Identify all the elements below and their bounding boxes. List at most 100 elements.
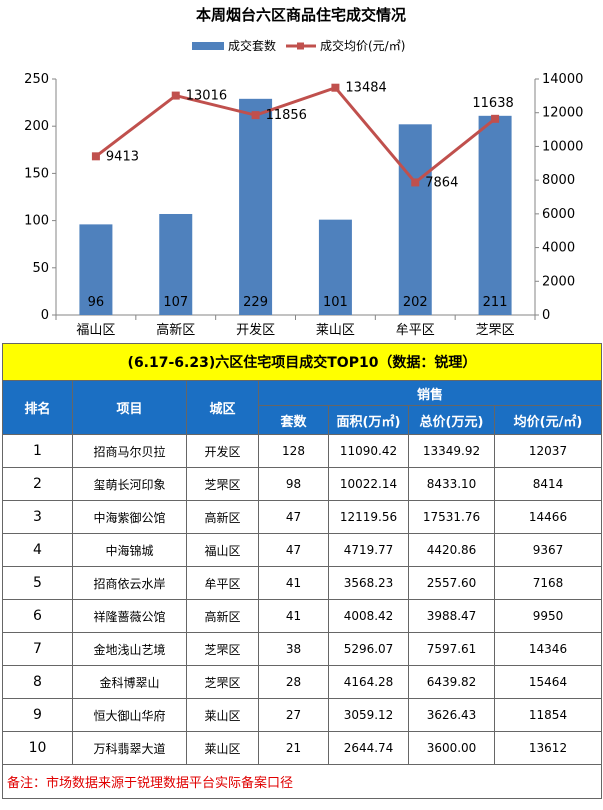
cell-area: 10022.14 xyxy=(328,467,409,501)
line-data-label: 13484 xyxy=(345,81,386,96)
cell-area: 5296.07 xyxy=(328,632,409,666)
cell-avg: 9367 xyxy=(494,533,602,567)
table-title: (6.17-6.23)六区住宅项目成交TOP10（数据：锐理） xyxy=(2,343,602,381)
cell-rank: 3 xyxy=(2,500,73,534)
cell-district: 芝罘区 xyxy=(186,665,259,699)
line-data-label: 11856 xyxy=(266,108,307,123)
cell-rank: 4 xyxy=(2,533,73,567)
cell-district: 芝罘区 xyxy=(186,467,259,501)
bar xyxy=(159,213,193,315)
cell-rank: 2 xyxy=(2,467,73,501)
table-row: 10 万科翡翠大道 莱山区 21 2644.74 3600.00 13612 xyxy=(2,731,602,765)
header-sales: 销售 xyxy=(258,380,602,406)
cell-units: 47 xyxy=(258,533,329,567)
bar-data-label: 107 xyxy=(163,295,188,310)
combo-chart: 本周烟台六区商品住宅成交情况 成交套数 成交均价(元/㎡) 0 50 100 150 2… xyxy=(24,6,583,338)
y2-tick-label: 6000 xyxy=(542,207,575,222)
cell-area: 4008.42 xyxy=(328,599,409,633)
cell-total: 3988.47 xyxy=(408,599,495,633)
avg-price-line xyxy=(95,85,497,185)
cell-area: 4719.77 xyxy=(328,533,409,567)
cell-avg: 11854 xyxy=(494,698,602,732)
cell-area: 4164.28 xyxy=(328,665,409,699)
chart-legend: 成交套数 成交均价(元/㎡) xyxy=(192,38,405,53)
table-row: 6 祥隆蔷薇公馆 高新区 41 4008.42 3988.47 9950 xyxy=(2,599,602,633)
bar-data-label: 211 xyxy=(483,295,508,310)
line-point xyxy=(91,152,100,161)
cell-area: 3568.23 xyxy=(328,566,409,600)
cell-project: 招商依云水岸 xyxy=(72,566,187,600)
cell-total: 3626.43 xyxy=(408,698,495,732)
cell-total: 2557.60 xyxy=(408,566,495,600)
table-row: 1 招商马尔贝拉 开发区 128 11090.42 13349.92 12037 xyxy=(2,434,602,468)
x-tick-label: 开发区 xyxy=(236,322,275,338)
cell-total: 7597.61 xyxy=(408,632,495,666)
chart-title: 本周烟台六区商品住宅成交情况 xyxy=(196,6,406,24)
cell-area: 11090.42 xyxy=(328,434,409,468)
bar xyxy=(79,224,113,315)
line-data-label: 13016 xyxy=(186,89,227,104)
cell-total: 4420.86 xyxy=(408,533,495,567)
cell-units: 98 xyxy=(258,467,329,501)
cell-avg: 8414 xyxy=(494,467,602,501)
cell-units: 21 xyxy=(258,731,329,765)
cell-avg: 15464 xyxy=(494,665,602,699)
x-tick-label: 福山区 xyxy=(76,323,115,338)
cell-rank: 7 xyxy=(2,632,73,666)
cell-avg: 14466 xyxy=(494,500,602,534)
cell-units: 47 xyxy=(258,500,329,534)
cell-district: 芝罘区 xyxy=(186,632,259,666)
cell-district: 福山区 xyxy=(186,533,259,567)
line-point xyxy=(491,114,500,123)
bar-data-label: 229 xyxy=(243,295,268,310)
cell-units: 128 xyxy=(258,434,329,468)
y-tick-label: 100 xyxy=(24,214,49,229)
cell-units: 41 xyxy=(258,599,329,633)
cell-project: 中海紫御公馆 xyxy=(72,500,187,534)
y-tick-label: 200 xyxy=(24,119,49,134)
cell-units: 41 xyxy=(258,566,329,600)
y2-tick-label: 0 xyxy=(542,308,550,323)
cell-rank: 1 xyxy=(2,434,73,468)
top10-table: (6.17-6.23)六区住宅项目成交TOP10（数据：锐理） 排名 项目 城区… xyxy=(2,343,602,799)
bar xyxy=(239,98,273,315)
cell-project: 祥隆蔷薇公馆 xyxy=(72,599,187,633)
cell-avg: 12037 xyxy=(494,434,602,468)
line-data-label: 11638 xyxy=(472,96,513,111)
bar xyxy=(318,219,352,315)
x-tick-label: 高新区 xyxy=(156,322,195,338)
cell-total: 6439.82 xyxy=(408,665,495,699)
cell-rank: 8 xyxy=(2,665,73,699)
legend-label-line: 成交均价(元/㎡) xyxy=(320,38,405,53)
line-point xyxy=(411,178,420,187)
line-data-label: 7864 xyxy=(425,175,458,190)
header-total: 总价(万元) xyxy=(408,405,495,435)
cell-total: 3600.00 xyxy=(408,731,495,765)
cell-total: 13349.92 xyxy=(408,434,495,468)
table-row: 3 中海紫御公馆 高新区 47 12119.56 17531.76 14466 xyxy=(2,500,602,534)
legend-swatch-bar xyxy=(192,42,224,50)
x-tick-label: 芝罘区 xyxy=(476,322,515,338)
cell-area: 12119.56 xyxy=(328,500,409,534)
cell-avg: 9950 xyxy=(494,599,602,633)
cell-district: 莱山区 xyxy=(186,731,259,765)
cell-avg: 7168 xyxy=(494,566,602,600)
table-row: 5 招商依云水岸 牟平区 41 3568.23 2557.60 7168 xyxy=(2,566,602,600)
cell-units: 28 xyxy=(258,665,329,699)
table-row: 7 金地浅山艺境 芝罘区 38 5296.07 7597.61 14346 xyxy=(2,632,602,666)
table-row: 4 中海锦城 福山区 47 4719.77 4420.86 9367 xyxy=(2,533,602,567)
line-point xyxy=(331,83,340,92)
bar-data-label: 202 xyxy=(403,295,428,310)
cell-total: 17531.76 xyxy=(408,500,495,534)
header-project: 项目 xyxy=(72,380,187,435)
cell-project: 招商马尔贝拉 xyxy=(72,434,187,468)
y2-tick-label: 10000 xyxy=(542,139,583,154)
bar-data-label: 96 xyxy=(88,295,105,310)
cell-district: 高新区 xyxy=(186,500,259,534)
line-point xyxy=(171,91,180,100)
y2-tick-label: 4000 xyxy=(542,241,575,256)
table-note: 备注：市场数据来源于锐理数据平台实际备案口径 xyxy=(2,764,602,799)
cell-total: 8433.10 xyxy=(408,467,495,501)
y-tick-label: 50 xyxy=(32,261,49,276)
bar xyxy=(478,115,512,315)
